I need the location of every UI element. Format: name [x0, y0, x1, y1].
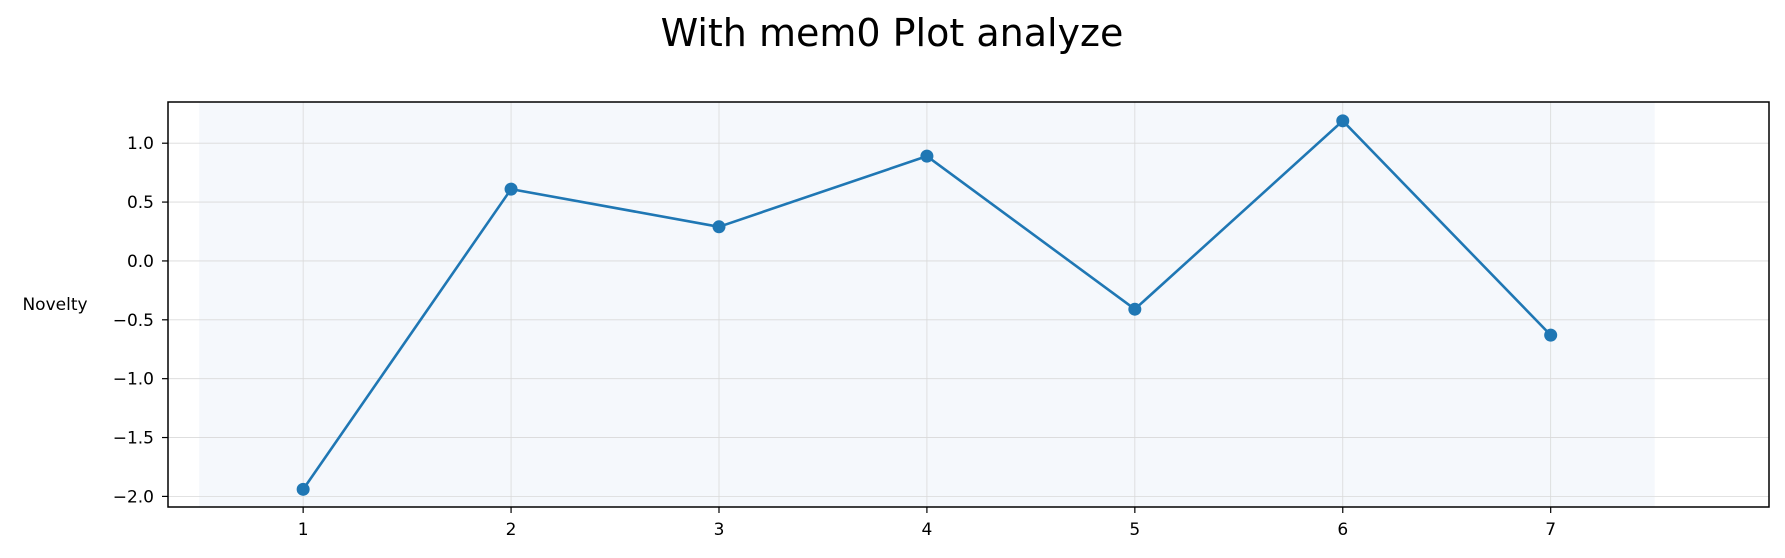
x-tick-label: 5	[1129, 520, 1140, 540]
series-layer	[296, 114, 1558, 496]
data-point	[920, 149, 934, 163]
x-tick-label: 1	[298, 520, 309, 540]
axes-frame-layer	[167, 101, 1770, 508]
tick-layer: 1 2 3 4 5 6 7 1.0 0.5 0.0 −0.5 −1.0 −1.5 −2.0	[113, 134, 1556, 540]
x-tick-label: 4	[922, 520, 933, 540]
y-tick-label: −1.5	[113, 429, 154, 449]
data-point	[504, 182, 518, 196]
data-point	[712, 220, 726, 234]
data-point	[1336, 114, 1350, 128]
x-tick-label: 6	[1337, 520, 1348, 540]
y-tick-label: −2.0	[113, 487, 154, 507]
x-tick-label: 2	[506, 520, 517, 540]
chart-title: With mem0 Plot analyze	[661, 11, 1124, 55]
y-tick-label: 0.5	[127, 193, 154, 213]
x-tick-label: 3	[714, 520, 725, 540]
data-point	[1544, 328, 1558, 342]
y-tick-label: 1.0	[127, 134, 154, 154]
grid-layer	[168, 102, 1769, 507]
data-point	[1128, 302, 1142, 316]
axes-frame	[167, 101, 1770, 508]
y-tick-label: −1.0	[113, 370, 154, 390]
y-axis-label: Novelty	[22, 295, 87, 315]
x-tick-label: 7	[1545, 520, 1556, 540]
data-point	[296, 482, 310, 496]
y-tick-label: −0.5	[113, 311, 154, 331]
y-tick-label: 0.0	[127, 252, 154, 272]
